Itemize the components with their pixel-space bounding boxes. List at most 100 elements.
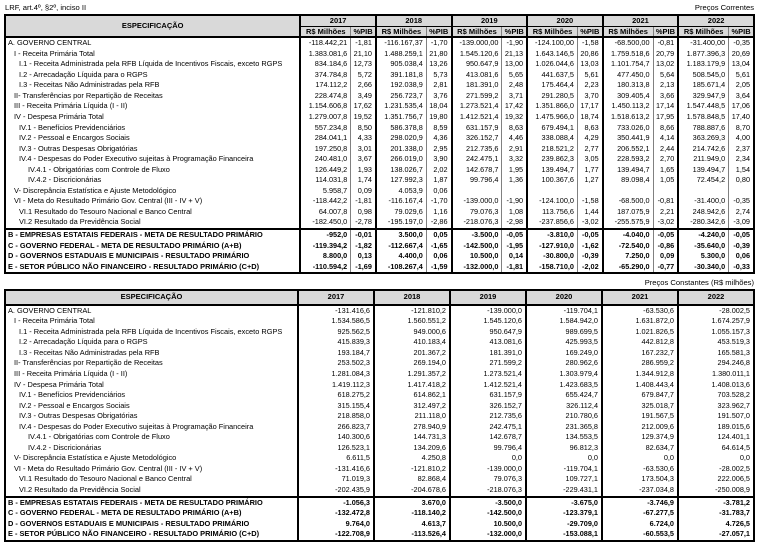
- pib-cell: -2,86: [425, 217, 452, 230]
- value-cell: 312.497,2: [373, 400, 450, 412]
- row-label: D - GOVERNOS ESTADUAIS E MUNICIPAIS - RE…: [5, 251, 302, 262]
- table-row: V- Discrepância Estatística e Ajuste Met…: [5, 185, 754, 197]
- pib-cell: 2,13: [652, 80, 679, 91]
- value-cell: 126.523,1: [297, 442, 374, 454]
- pib-subheader: %PIB: [501, 26, 528, 38]
- value-cell: 286.959,2: [601, 358, 678, 369]
- table-row: IV.4.2 - Discricionárias 114.031,8 1,74 127…: [5, 175, 754, 186]
- row-label: IV - Despesa Primária Total: [5, 379, 299, 391]
- pib-cell: 5,65: [501, 69, 528, 81]
- pib-cell: 17,17: [576, 101, 603, 113]
- value-cell: 139.494,7: [677, 164, 729, 176]
- pib-cell: -1,58: [576, 196, 603, 207]
- pib-cell: 1,95: [501, 164, 528, 176]
- pib-cell: 0,06: [425, 185, 452, 197]
- table-row: VI - Meta do Resultado Primário Gov. Cen…: [5, 196, 754, 207]
- value-cell: 655.424,7: [525, 390, 602, 401]
- value-cell: 1.055.157,3: [677, 326, 754, 338]
- value-cell: 508.545,0: [677, 69, 729, 81]
- value-cell: 1.877.396,3: [677, 48, 729, 60]
- row-label: VI.2 Resultado da Previdência Social: [5, 217, 302, 230]
- value-cell: -118.442,21: [299, 37, 351, 49]
- pib-cell: 3,70: [576, 90, 603, 102]
- value-cell: 1.488.259,1: [374, 48, 427, 60]
- value-cell: 298.020,9: [374, 133, 427, 144]
- pib-cell: -1,70: [425, 196, 452, 207]
- value-cell: 309.405,4: [601, 90, 654, 102]
- pib-cell: 13,03: [576, 59, 603, 70]
- pib-cell: 2,23: [576, 80, 603, 91]
- value-subheader: R$ Milhões: [374, 26, 427, 38]
- pib-cell: -0,05: [576, 228, 603, 241]
- value-cell: -3.781,2: [677, 495, 754, 509]
- value-cell: 64.007,8: [299, 206, 351, 218]
- row-label: E - SETOR PÚBLICO NÃO FINANCEIRO - RESUL…: [5, 261, 302, 274]
- value-cell: -68.500,0: [601, 196, 654, 207]
- value-cell: 3.670,0: [373, 495, 450, 509]
- year-header: 2020: [525, 290, 602, 306]
- value-cell: 1.475.966,0: [526, 112, 578, 123]
- top-line: LRF, art.4º, §2º, inciso II Preços Corre…: [4, 2, 755, 14]
- pib-cell: 18,04: [425, 101, 452, 113]
- pib-cell: 1,08: [501, 206, 528, 218]
- pib-cell: 8,59: [425, 122, 452, 134]
- table-row: I.3 - Receitas Não Administradas pela RF…: [5, 80, 754, 91]
- value-cell: 586.378,8: [374, 122, 427, 134]
- value-cell: 214.742,6: [677, 143, 729, 155]
- pib-cell: 1,87: [425, 175, 452, 186]
- pib-cell: 2,70: [652, 154, 679, 165]
- value-cell: 391.181,8: [374, 69, 427, 81]
- year-header: 2022: [677, 15, 754, 27]
- pib-cell: -2,02: [576, 261, 603, 274]
- value-cell: -127.910,0: [526, 240, 578, 252]
- spec-header: ESPECIFICAÇÃO: [5, 15, 302, 38]
- value-cell: 5.300,0: [677, 251, 729, 262]
- value-cell: -119.704,1: [525, 463, 602, 475]
- table-row: IV.4.1 - Obrigatórias com Controle de Fl…: [5, 164, 754, 176]
- value-cell: 134.553,5: [525, 432, 602, 443]
- value-cell: 1.231.535,4: [374, 101, 427, 113]
- value-cell: 1.408.443,4: [601, 379, 678, 391]
- pib-cell: 5,72: [350, 69, 376, 81]
- row-label: IV.2 - Pessoal e Encargos Sociais: [5, 133, 302, 144]
- row-label: IV - Despesa Primária Total: [5, 112, 302, 123]
- value-cell: 79.076,3: [449, 474, 526, 486]
- value-cell: -29.709,0: [525, 518, 602, 530]
- value-cell: -132.000,0: [449, 529, 526, 541]
- value-cell: -1.056,3: [297, 495, 374, 509]
- value-cell: 1.383.081,6: [299, 48, 351, 60]
- value-cell: 1.101.754,7: [601, 59, 654, 70]
- pib-cell: -0,35: [728, 196, 754, 207]
- value-cell: 326.112,4: [525, 400, 602, 412]
- value-cell: -142.500,0: [450, 240, 502, 252]
- pib-cell: 2,48: [501, 80, 528, 91]
- pib-subheader: %PIB: [652, 26, 679, 38]
- pib-cell: 5,64: [652, 69, 679, 81]
- value-cell: 329.947,9: [677, 90, 729, 102]
- value-cell: -131.416,6: [297, 304, 374, 317]
- value-cell: 192.038,9: [374, 80, 427, 91]
- value-cell: -218.076,3: [449, 485, 526, 497]
- pib-cell: -3,02: [652, 217, 679, 230]
- value-cell: -182.450,0: [299, 217, 351, 230]
- value-cell: 278.940,9: [373, 421, 450, 433]
- value-cell: 284.041,1: [299, 133, 351, 144]
- value-cell: -113.526,4: [373, 529, 450, 541]
- value-cell: 1.547.448,5: [677, 101, 729, 113]
- value-cell: 410.183,4: [373, 337, 450, 348]
- value-cell: 291.280,5: [526, 90, 578, 102]
- table-row: IV.4 - Despesas do Poder Executivo sujei…: [5, 421, 754, 433]
- pib-cell: 19,32: [501, 112, 528, 123]
- value-cell: 134.209,6: [373, 442, 450, 454]
- spec-header: ESPECIFICAÇÃO: [5, 290, 299, 306]
- value-cell: -116.167,37: [374, 37, 427, 49]
- value-cell: 1.279.007,8: [299, 112, 351, 123]
- value-cell: 266.823,7: [297, 421, 374, 433]
- row-label: IV.2 - Pessoal e Encargos Sociais: [5, 400, 299, 412]
- value-cell: 614.862,1: [373, 390, 450, 401]
- value-cell: 7.250,0: [601, 251, 654, 262]
- pib-cell: 0,14: [501, 251, 528, 262]
- pib-cell: 2,44: [652, 143, 679, 155]
- pib-cell: 21,80: [425, 48, 452, 60]
- table-row: II- Transferências por Repartição de Rec…: [5, 358, 754, 369]
